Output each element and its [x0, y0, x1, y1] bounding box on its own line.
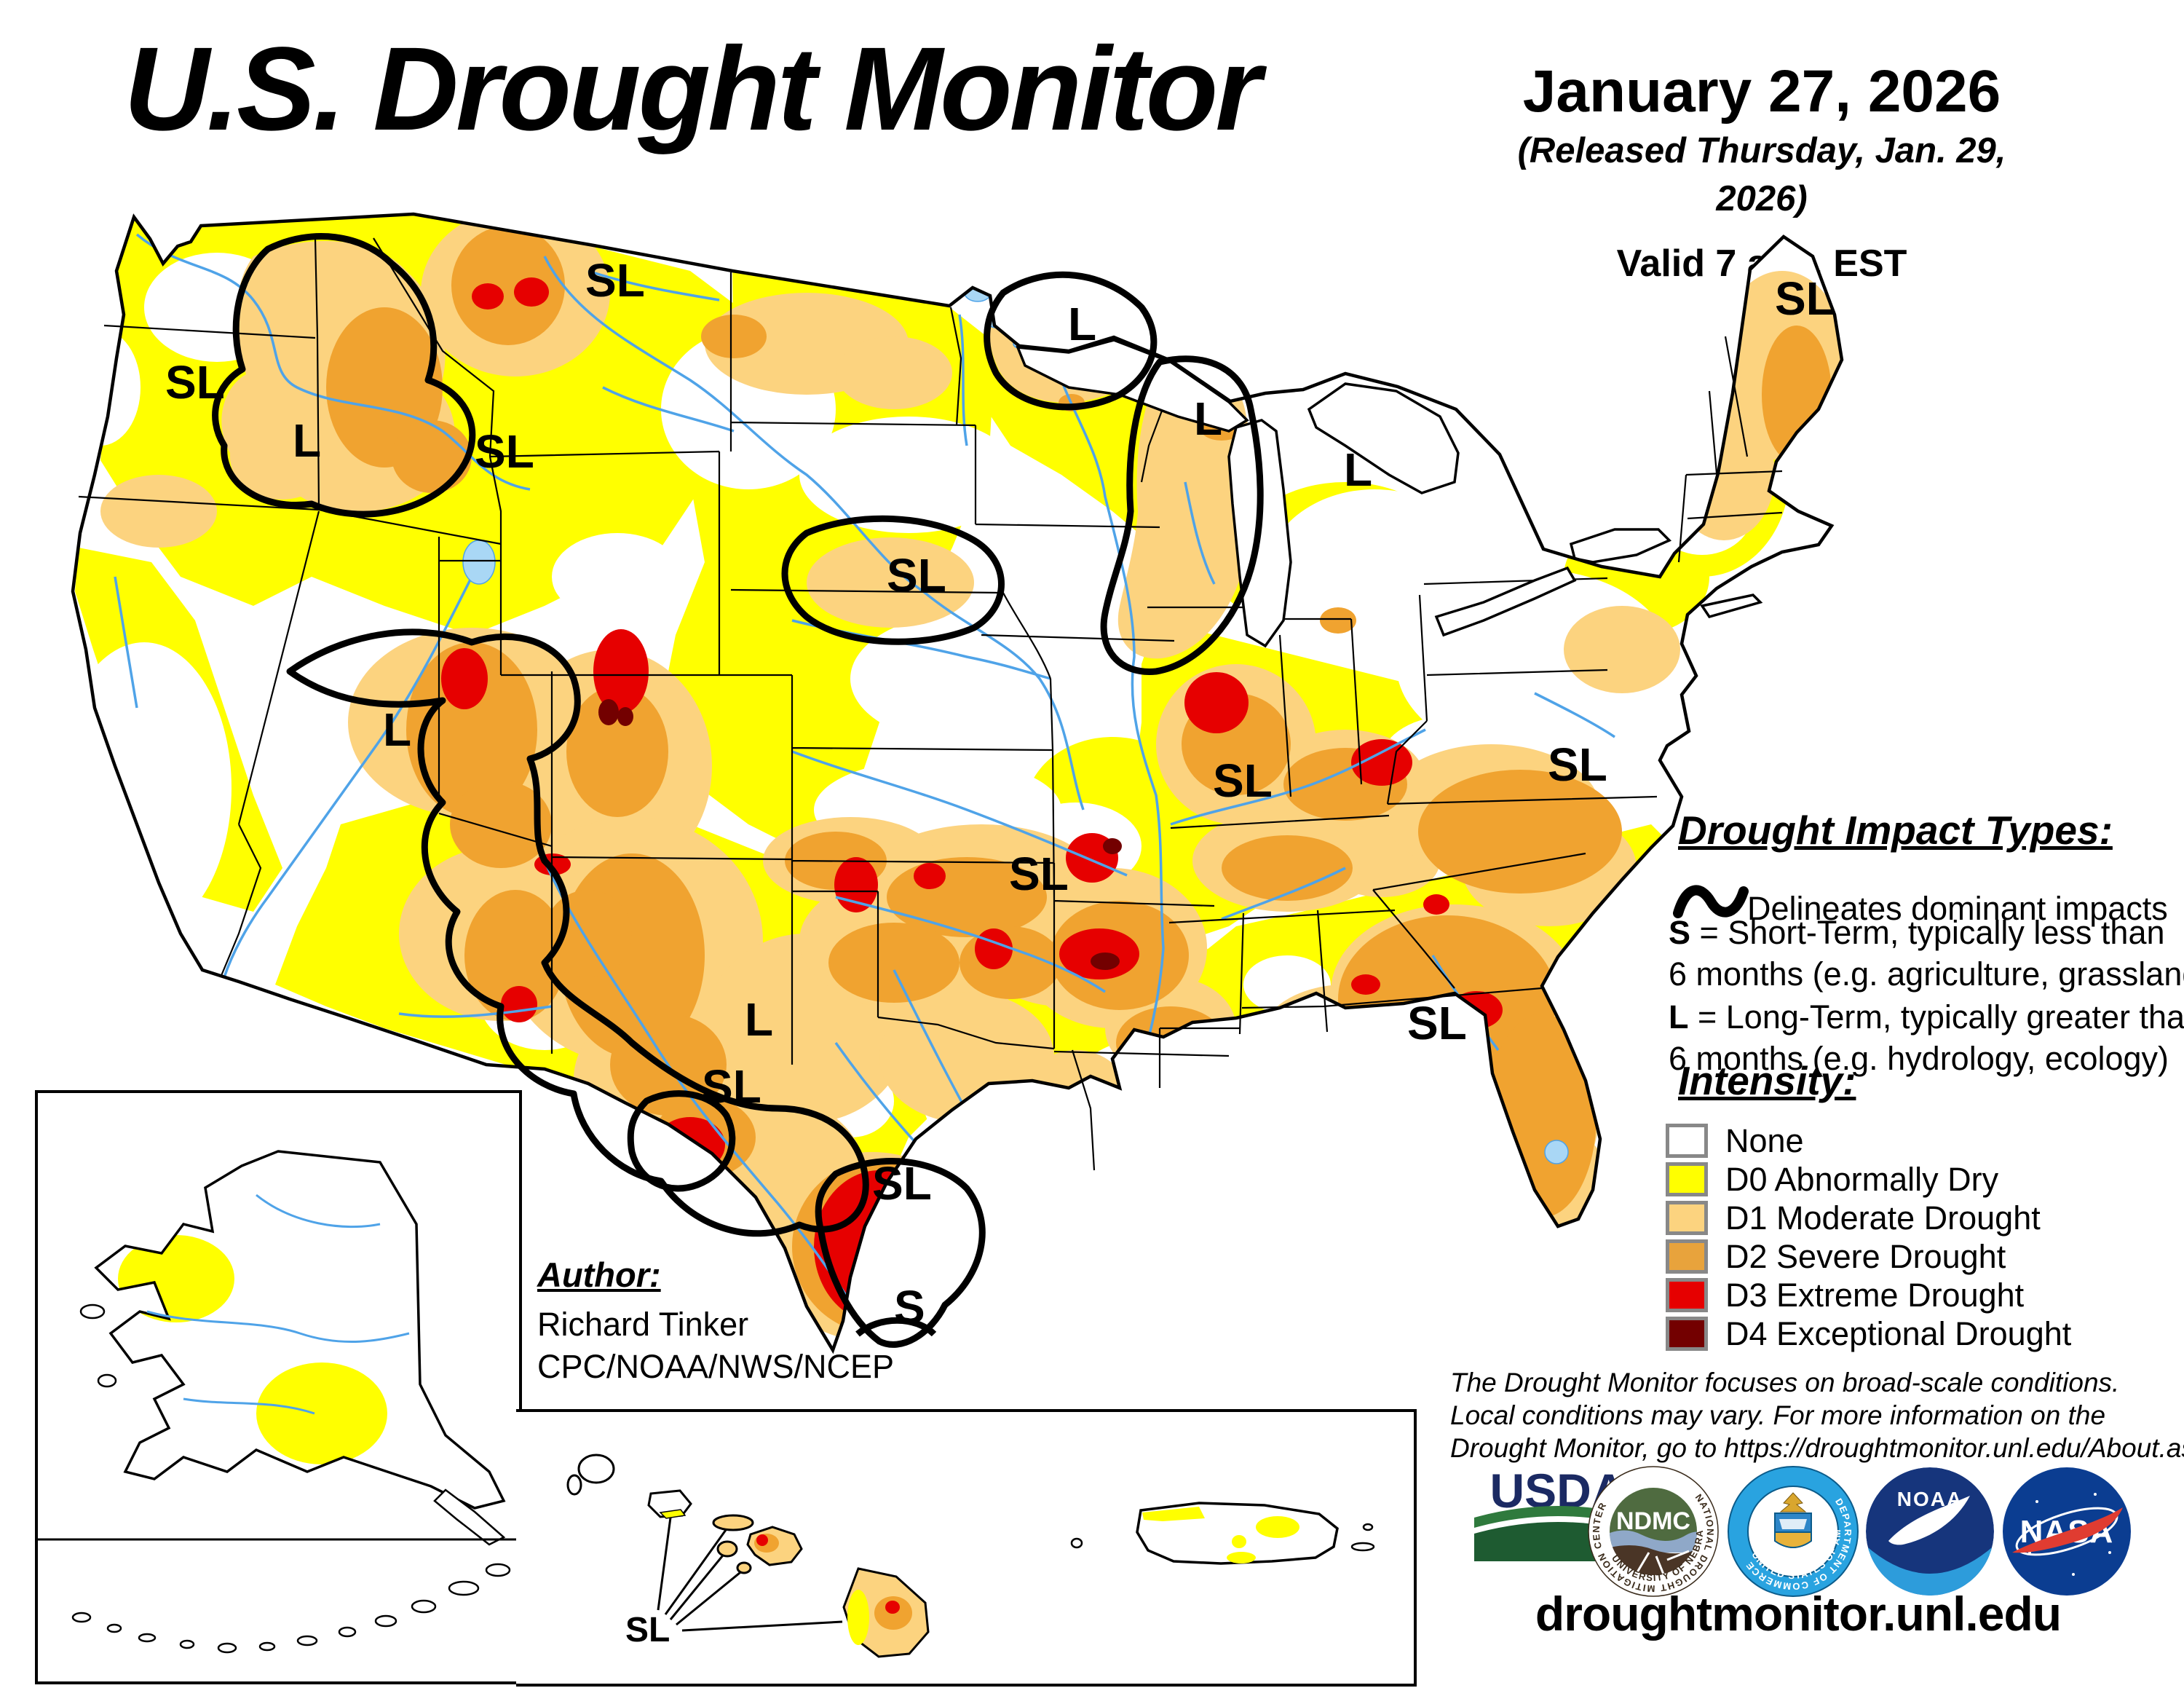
svg-text:NOAA: NOAA — [1897, 1488, 1963, 1510]
impact-label-virginia: SL — [1548, 738, 1607, 791]
hawaii-callout-lines — [657, 1517, 843, 1632]
impact-label-montana: SL — [585, 254, 645, 307]
svg-text:NDMC: NDMC — [1616, 1507, 1690, 1535]
puerto-rico-inset — [1032, 1409, 1417, 1687]
author-name: Richard Tinker — [537, 1306, 749, 1343]
impact-label-georgia: SL — [1407, 997, 1467, 1049]
legend-label-d0: D0 Abnormally Dry — [1725, 1160, 1999, 1198]
long-term-definition: L = Long-Term, typically greater than 6 … — [1669, 998, 2184, 1077]
date-block: January 27, 2026 (Released Thursday, Jan… — [1478, 57, 2046, 285]
released-date: (Released Thursday, Jan. 29, 2026) — [1517, 131, 2006, 218]
tilde-curve-icon — [1673, 885, 1749, 918]
legend-row-d3: D3 Extreme Drought — [1666, 1276, 2071, 1314]
legend-row-none: None — [1666, 1121, 2071, 1160]
conus-outline — [71, 212, 1844, 1354]
impact-label-texas-tip: S — [894, 1281, 925, 1333]
legend-label-d2: D2 Severe Drought — [1725, 1237, 2006, 1275]
legend-swatch-d1 — [1666, 1201, 1708, 1235]
impact-label-sw-montana: SL — [475, 425, 534, 478]
footer-url: droughtmonitor.unl.edu — [1535, 1587, 2062, 1641]
legend-row-d1: D1 Moderate Drought — [1666, 1199, 2071, 1237]
noaa-logo: NOAA — [1866, 1467, 1994, 1596]
short-term-definition: S = Short-Term, typically less than 6 mo… — [1669, 914, 2184, 993]
impact-label-nebraska: SL — [887, 549, 946, 602]
impact-label-maine: SL — [1775, 272, 1835, 325]
impact-delineation-lines — [212, 233, 1264, 1348]
long-island — [1700, 593, 1763, 619]
impact-label-layer: L SL SL SL L L L SL SL L SL SL SL L SL SL S SL — [165, 254, 1835, 1333]
impact-label-illinois: SL — [1213, 754, 1273, 807]
delineates-label: Delineates dominant impacts — [1747, 890, 2168, 927]
lake-ontario — [1569, 528, 1672, 564]
puerto-rico-map — [1070, 1502, 1375, 1565]
alaska-inset — [35, 1090, 522, 1684]
nasa-logo: NASA — [2003, 1467, 2131, 1596]
impact-label-oklahoma: SL — [1009, 848, 1069, 900]
department-of-commerce-seal: DEPARTMENT OF COMMERCE UNITED STATES OF … — [1727, 1465, 1859, 1597]
legend-label-d3: D3 Extreme Drought — [1725, 1276, 2025, 1314]
author-heading: Author: — [537, 1255, 661, 1294]
impact-label-west-texas: L — [745, 993, 773, 1046]
impact-label-minnesota: L — [1068, 298, 1096, 350]
legend-label-d1: D1 Moderate Drought — [1725, 1199, 2041, 1237]
lake-huron — [1307, 382, 1460, 494]
legend-row-d4: D4 Exceptional Drought — [1666, 1314, 2071, 1353]
disclaimer-text: The Drought Monitor focuses on broad-sca… — [1450, 1368, 2184, 1463]
hawaii-map: SL — [566, 1454, 930, 1658]
author-org: CPC/NOAA/NWS/NCEP — [537, 1348, 895, 1385]
legend-label-d4: D4 Exceptional Drought — [1725, 1314, 2072, 1352]
impact-types-heading: Drought Impact Types: — [1678, 808, 2113, 853]
intensity-legend: None D0 Abnormally Dry D1 Moderate Drought… — [1666, 1121, 2071, 1353]
impact-label-oregon: SL — [165, 356, 225, 409]
state-borders — [78, 237, 1783, 1171]
legend-swatch-none — [1666, 1124, 1708, 1158]
lake-erie — [1434, 566, 1577, 637]
legend-swatch-d3 — [1666, 1278, 1708, 1312]
legend-row-d0: D0 Abnormally Dry — [1666, 1160, 2071, 1199]
impact-label-michigan: L — [1344, 443, 1372, 496]
legend-row-d2: D2 Severe Drought — [1666, 1237, 2071, 1276]
impact-label-utah: L — [383, 703, 411, 756]
page-title: U.S. Drought Monitor — [124, 22, 1262, 155]
map-date: January 27, 2026 — [1522, 58, 2001, 125]
alaska-map — [38, 1150, 519, 1654]
impact-label-wisconsin: L — [1194, 393, 1222, 445]
author-block: Author: Richard Tinker CPC/NOAA/NWS/NCEP — [537, 1254, 894, 1388]
legend-label-none: None — [1725, 1121, 1804, 1159]
aleutian-islands — [71, 1563, 511, 1654]
legend-swatch-d4 — [1666, 1317, 1708, 1351]
hawaii-inset: SL — [516, 1409, 1034, 1687]
legend-swatch-d0 — [1666, 1162, 1708, 1196]
hawaii-impact-label: SL — [625, 1611, 670, 1649]
ndmc-logo: NDMC NATIONAL DROUGHT MITIGATION CENTER … — [1587, 1465, 1719, 1597]
impact-label-idaho: L — [293, 414, 321, 467]
impact-label-big-bend: SL — [702, 1060, 761, 1113]
impact-label-south-texas: SL — [872, 1157, 932, 1210]
intensity-heading: Intensity: — [1678, 1058, 1856, 1103]
legend-swatch-d2 — [1666, 1239, 1708, 1274]
